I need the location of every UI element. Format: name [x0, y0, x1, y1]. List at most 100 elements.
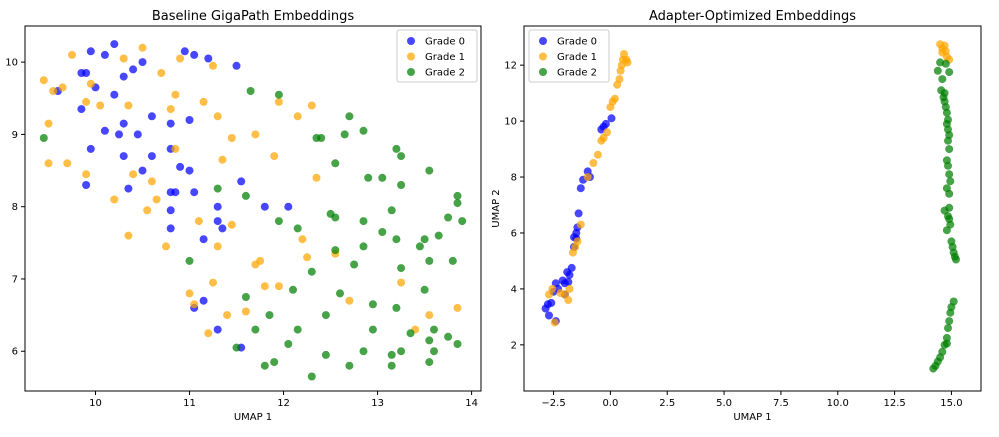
- data-point-grade-1: [209, 61, 217, 70]
- data-point-grade-0: [171, 188, 180, 197]
- x-tick-label: 12.5: [883, 398, 905, 409]
- data-point-grade-0: [547, 298, 556, 307]
- data-point-grade-0: [147, 152, 156, 161]
- data-point-grade-0: [199, 296, 208, 305]
- data-point-grade-2: [942, 108, 951, 117]
- data-point-grade-0: [77, 105, 86, 114]
- data-point-grade-1: [124, 231, 133, 240]
- data-point-grade-1: [227, 134, 236, 142]
- legend-label: Grade 2: [557, 68, 597, 79]
- data-point-grade-1: [218, 155, 227, 164]
- data-point-grade-1: [147, 177, 156, 186]
- data-point-grade-2: [952, 255, 960, 264]
- data-point-grade-0: [176, 162, 185, 171]
- x-tick-label: 10: [89, 398, 102, 409]
- data-point-grade-1: [162, 242, 170, 251]
- data-point-grade-0: [133, 130, 142, 139]
- data-point-grade-2: [368, 325, 377, 334]
- data-point-grade-1: [345, 296, 354, 305]
- data-point-grade-2: [378, 173, 387, 182]
- data-point-grade-1: [603, 128, 611, 137]
- data-point-grade-2: [444, 213, 453, 222]
- x-tick-label: 13: [371, 398, 384, 409]
- data-point-grade-1: [298, 235, 307, 244]
- data-point-grade-1: [938, 48, 947, 57]
- data-point-grade-1: [213, 112, 222, 121]
- data-point-grade-1: [303, 253, 312, 262]
- data-point-grade-2: [944, 324, 952, 333]
- data-point-grade-2: [270, 358, 279, 367]
- data-point-grade-1: [209, 278, 217, 287]
- data-point-grade-2: [425, 358, 434, 367]
- data-point-grade-0: [607, 114, 616, 123]
- chart-title: Baseline GigaPath Embeddings: [152, 9, 355, 24]
- x-tick-label: 14: [465, 398, 478, 409]
- legend-marker-grade-0: [407, 37, 415, 45]
- data-point-grade-1: [227, 220, 236, 229]
- data-point-grade-2: [420, 285, 429, 294]
- data-point-grade-2: [387, 350, 396, 359]
- data-point-grade-1: [425, 311, 434, 320]
- data-point-grade-1: [312, 173, 321, 182]
- data-point-grade-0: [100, 50, 109, 59]
- data-point-grade-1: [307, 101, 316, 110]
- data-point-grade-2: [307, 372, 316, 381]
- data-point-grade-2: [293, 325, 302, 334]
- data-point-grade-2: [345, 361, 354, 370]
- legend-label: Grade 1: [557, 52, 597, 63]
- data-point-grade-0: [115, 130, 123, 139]
- data-point-grade-2: [430, 347, 438, 356]
- x-tick-label: 11: [183, 398, 196, 409]
- data-point-grade-1: [274, 282, 283, 291]
- legend-label: Grade 0: [557, 37, 597, 48]
- y-tick-label: 12: [504, 61, 517, 72]
- data-point-grade-2: [425, 166, 434, 175]
- data-point-grade-2: [946, 177, 955, 186]
- data-point-grade-1: [86, 79, 95, 88]
- data-point-grade-0: [576, 184, 585, 193]
- data-point-grade-2: [321, 350, 330, 359]
- data-point-grade-2: [246, 87, 255, 95]
- data-point-grade-2: [945, 68, 954, 77]
- data-point-grade-0: [185, 116, 194, 124]
- data-point-grade-2: [942, 339, 951, 348]
- data-point-grade-2: [368, 300, 377, 309]
- data-point-grade-0: [260, 202, 269, 211]
- data-point-grade-2: [397, 347, 406, 356]
- data-point-grade-2: [946, 308, 955, 317]
- data-point-grade-1: [615, 75, 624, 84]
- x-tick-label: 10.0: [827, 398, 849, 409]
- y-tick-label: 2: [511, 340, 517, 351]
- data-point-grade-2: [336, 289, 344, 298]
- data-point-grade-2: [406, 329, 415, 338]
- data-point-grade-2: [453, 191, 462, 200]
- x-tick-label: 2.5: [659, 398, 675, 409]
- data-point-grade-1: [610, 94, 619, 103]
- data-point-grade-0: [284, 202, 293, 211]
- data-point-grade-0: [213, 202, 222, 211]
- y-tick-label: 8: [12, 202, 18, 213]
- legend-marker-grade-0: [539, 37, 547, 45]
- data-point-grade-2: [453, 199, 462, 208]
- data-point-grade-1: [49, 87, 58, 95]
- data-point-grade-2: [453, 340, 462, 348]
- data-point-grade-2: [307, 267, 316, 276]
- data-point-grade-1: [129, 170, 138, 179]
- y-tick-label: 9: [12, 130, 18, 141]
- data-point-grade-1: [623, 58, 632, 67]
- data-point-grade-2: [434, 231, 443, 240]
- legend-marker-grade-1: [407, 52, 415, 61]
- data-point-grade-2: [350, 260, 359, 269]
- data-point-grade-1: [583, 173, 592, 181]
- baseline-gigapath-chart: Baseline GigaPath Embeddings 10 11 12 13 14 6 7…: [5, 9, 482, 423]
- data-point-grade-0: [567, 263, 576, 272]
- plot-frame: [24, 25, 482, 392]
- data-point-grade-1: [166, 105, 175, 114]
- data-point-grade-0: [204, 54, 213, 63]
- data-point-grade-0: [166, 206, 175, 215]
- data-point-grade-1: [58, 83, 67, 92]
- data-point-grade-1: [185, 289, 194, 298]
- data-point-grade-0: [601, 119, 610, 128]
- data-point-grade-0: [232, 61, 241, 70]
- data-point-grade-1: [260, 282, 269, 291]
